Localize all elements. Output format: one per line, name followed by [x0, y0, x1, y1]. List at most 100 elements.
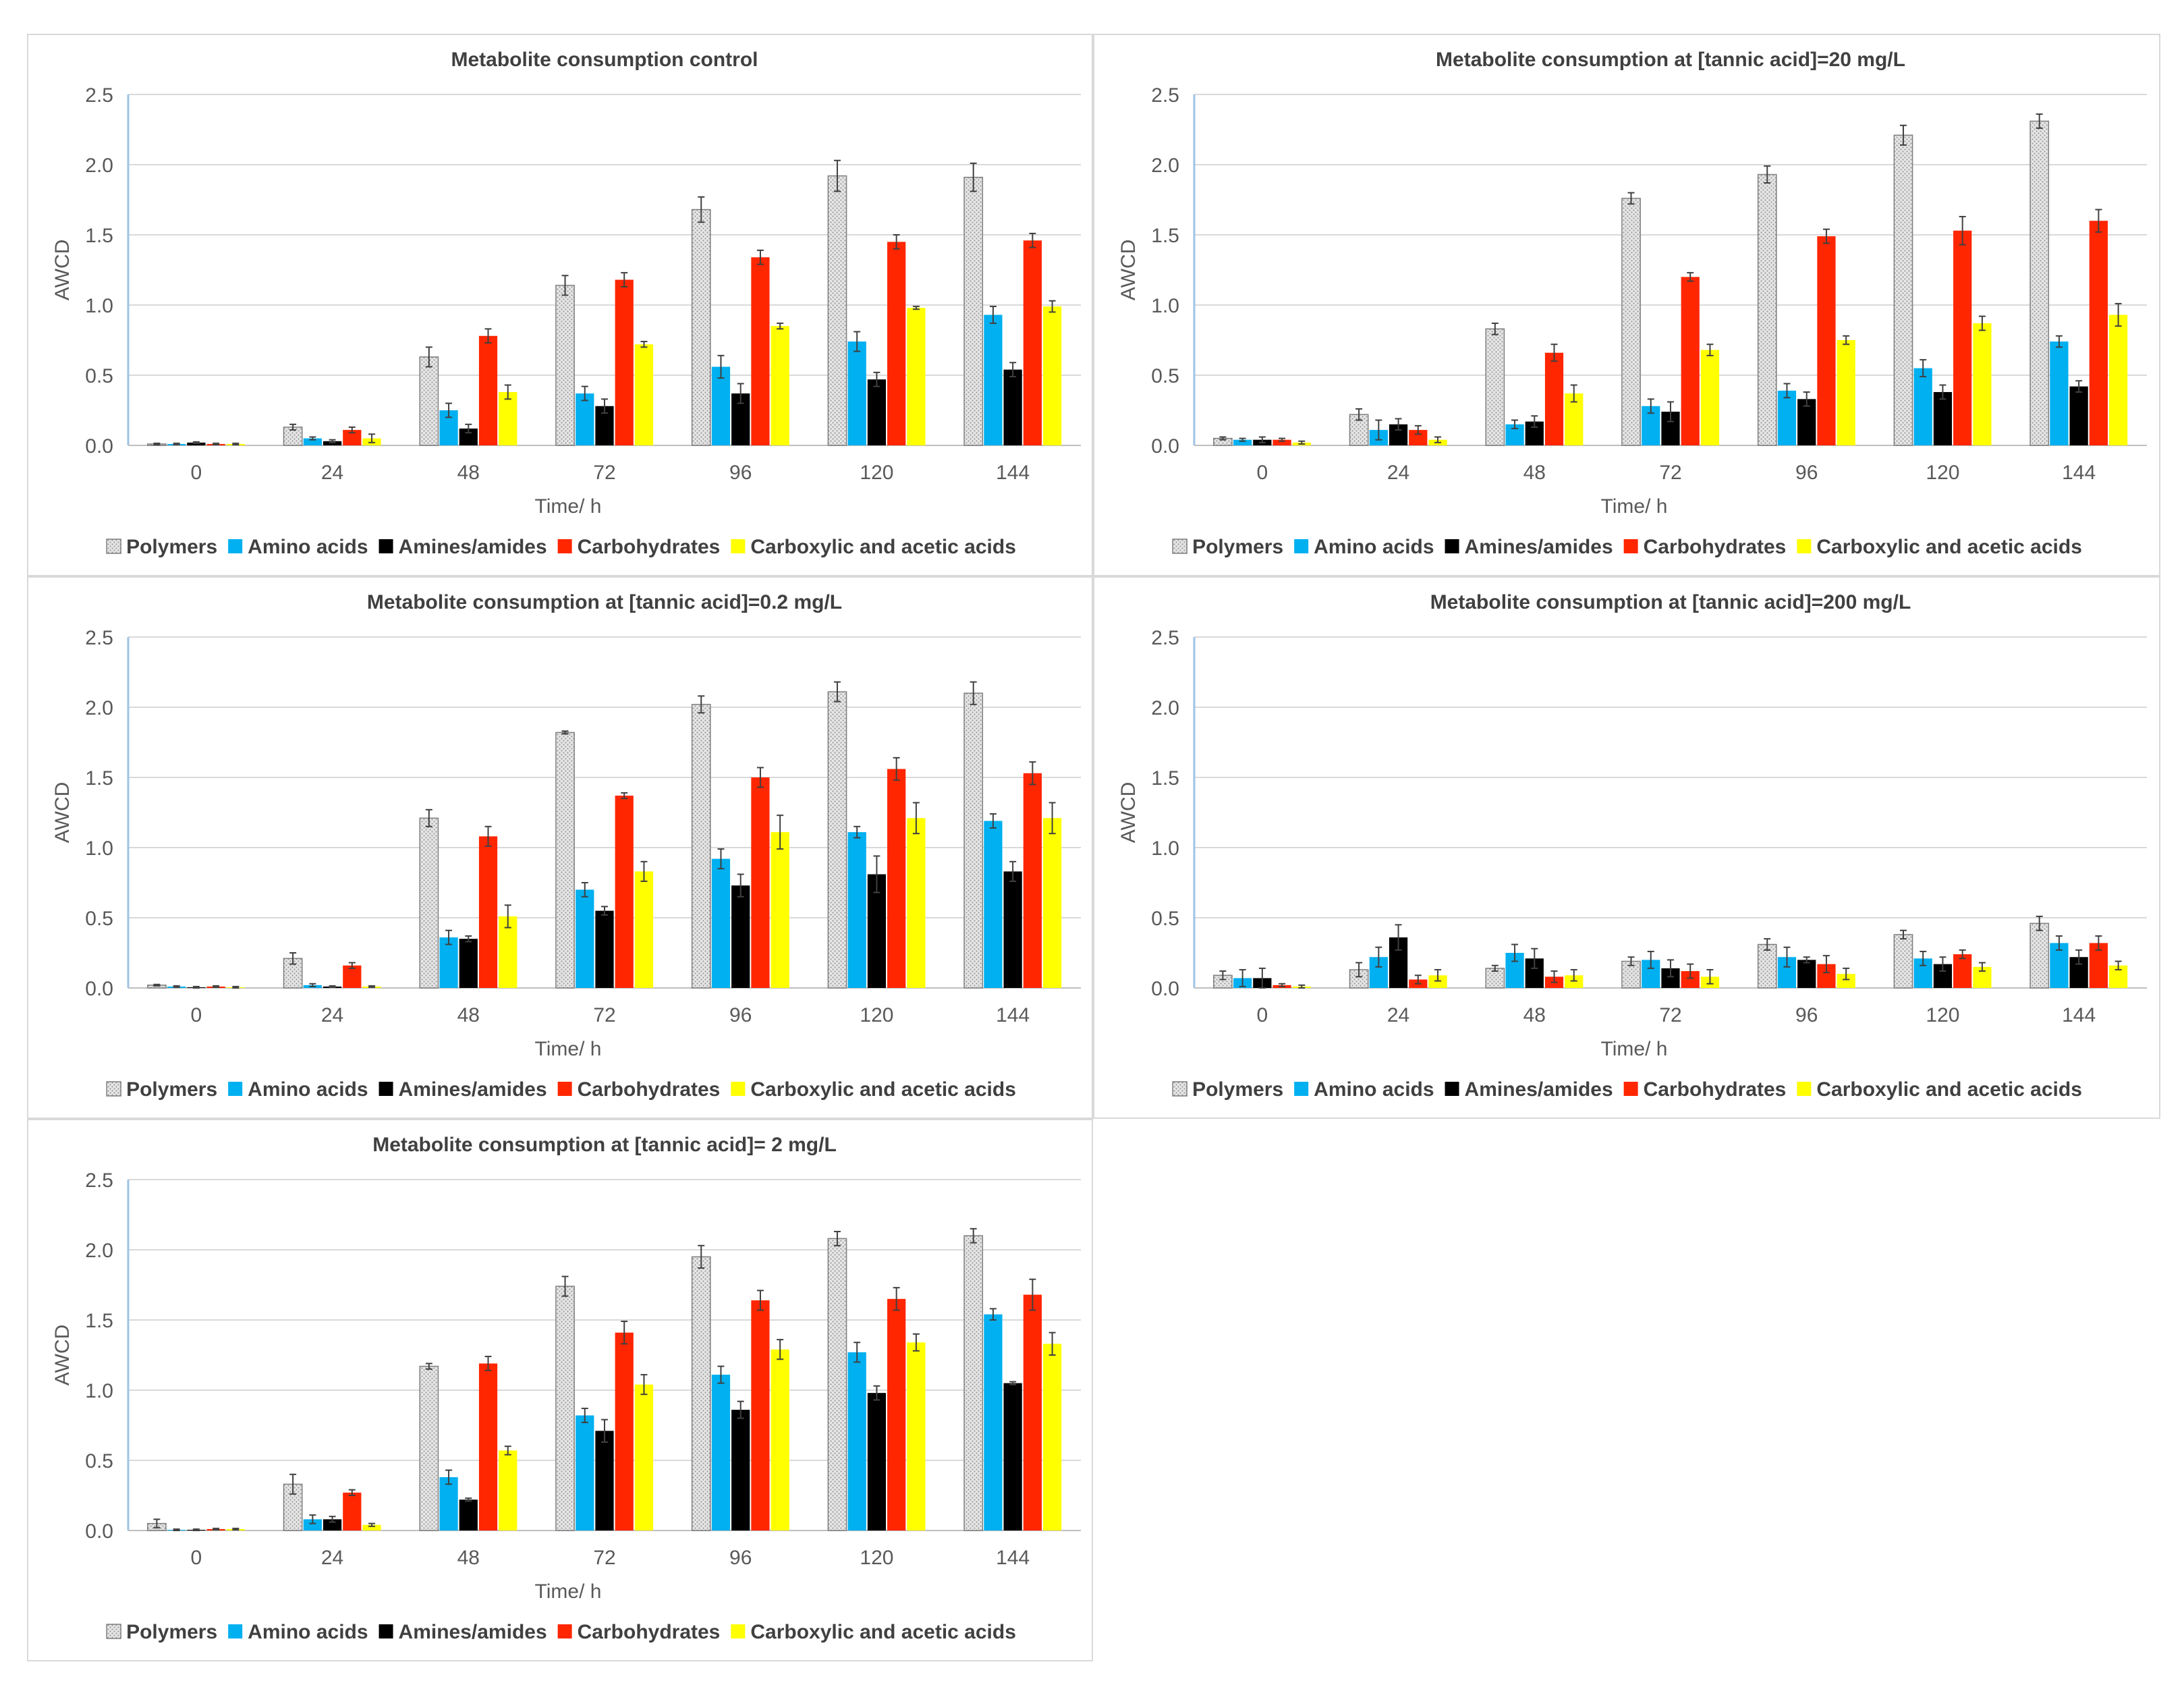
error-bar: [1239, 437, 1246, 442]
legend-label: Carbohydrates: [1644, 536, 1787, 558]
error-bar: [1048, 802, 1056, 835]
error-bar: [425, 808, 432, 827]
error-bar: [465, 1497, 472, 1502]
bar-carbohydrates-t24: [343, 965, 362, 988]
x-tick-label: 96: [1795, 1004, 1818, 1026]
error-bar: [1029, 761, 1036, 786]
x-tick-label: 96: [729, 1547, 752, 1569]
y-tick-label: 1.5: [1151, 225, 1179, 247]
bar-carboxylic-and-acetic-acids-t24: [362, 1524, 381, 1531]
bar-carbohydrates-t0: [1272, 439, 1291, 445]
bar-carbohydrates-t120: [887, 242, 906, 445]
legend-swatch-icon: [1797, 539, 1812, 553]
bar-amines-amides-t96: [1797, 960, 1816, 988]
y-tick-label: 2.5: [85, 1169, 113, 1192]
error-bar: [777, 815, 784, 850]
y-tick-label: 2.5: [1151, 627, 1179, 649]
x-tick-label: 120: [1926, 1004, 1959, 1026]
x-tick-label: 96: [1795, 462, 1818, 484]
error-bar: [153, 983, 161, 987]
error-bar: [2115, 960, 2122, 970]
error-bar: [1491, 964, 1499, 972]
error-bar: [465, 423, 472, 434]
legend-label: Amines/amides: [399, 1621, 547, 1643]
error-bar: [777, 323, 784, 330]
error-bar: [1920, 359, 1927, 378]
error-bar: [289, 952, 297, 965]
error-bar: [1647, 398, 1654, 414]
error-bar: [1550, 970, 1558, 983]
error-bar: [192, 441, 200, 444]
error-bar: [1414, 974, 1422, 985]
bar-carboxylic-and-acetic-acids-t72: [634, 871, 654, 988]
x-tick-label: 0: [1257, 462, 1268, 484]
y-tick-label: 0.5: [1151, 908, 1179, 930]
error-bar: [1706, 968, 1714, 985]
bar-amino-acids-t96: [1777, 390, 1797, 445]
y-tick-label: 0.0: [85, 978, 113, 1000]
bar-polymers-t96: [1757, 173, 1777, 446]
bar-carbohydrates-t24: [343, 430, 362, 445]
error-bar: [445, 1469, 453, 1485]
chart-title: Metabolite consumption at [tannic acid]=…: [1430, 591, 1911, 613]
y-tick-label: 0.5: [85, 1450, 113, 1472]
bar-carbohydrates-t48: [478, 1363, 498, 1531]
legend-swatch-icon: [731, 1624, 746, 1638]
bar-carboxylic-and-acetic-acids-t24: [1428, 975, 1447, 988]
error-bar: [833, 1230, 841, 1246]
bar-polymers-t120: [827, 1238, 847, 1531]
error-bar: [1627, 192, 1635, 205]
error-bar: [621, 272, 628, 287]
chart-title: Metabolite consumption at [tannic acid]=…: [1436, 49, 1905, 71]
error-bar: [698, 1244, 705, 1269]
x-tick-label: 24: [321, 462, 343, 484]
bar-carbohydrates-t48: [478, 335, 498, 445]
bar-carbohydrates-t72: [615, 796, 634, 988]
bar-amino-acids-t96: [711, 1375, 731, 1531]
bar-amino-acids-t24: [303, 438, 322, 445]
error-bar: [2055, 335, 2063, 348]
y-axis-label: AWCD: [51, 1325, 74, 1386]
y-tick-label: 2.5: [1151, 84, 1179, 107]
error-bar: [1009, 362, 1017, 378]
bar-carboxylic-and-acetic-acids-t72: [634, 1384, 654, 1531]
error-bar: [348, 426, 356, 434]
x-tick-label: 0: [191, 1547, 202, 1569]
legend-swatch-icon: [1623, 1082, 1638, 1096]
legend-swatch-icon: [379, 1082, 393, 1096]
error-bar: [1783, 946, 1791, 968]
bar-carbohydrates-t48: [478, 836, 498, 988]
bar-amines-amides-t144: [2069, 386, 2088, 445]
bar-amino-acids-t72: [576, 1415, 594, 1531]
bar-polymers-t48: [419, 817, 439, 989]
chart-title: Metabolite consumption at [tannic acid]=…: [372, 1134, 837, 1156]
legend-label: Polymers: [1192, 536, 1283, 558]
bar-carbohydrates-t96: [751, 777, 770, 988]
error-bar: [289, 423, 297, 431]
error-bar: [1395, 924, 1402, 951]
bar-carboxylic-and-acetic-acids-t144: [1042, 306, 1062, 445]
legend-label: Carboxylic and acetic acids: [750, 1621, 1016, 1643]
error-bar: [1048, 300, 1056, 313]
error-bar: [484, 825, 492, 847]
legend-swatch-icon: [1294, 539, 1309, 553]
bar-carbohydrates-t96: [751, 1300, 770, 1531]
error-bar: [1029, 1278, 1036, 1311]
error-bar: [1822, 228, 1830, 244]
bar-polymers-t72: [555, 1286, 575, 1531]
error-bar: [1434, 968, 1442, 982]
bar-polymers-t120: [827, 175, 847, 446]
bar-polymers-t72: [1621, 198, 1641, 446]
error-bar: [1375, 419, 1382, 441]
error-bar: [192, 1528, 200, 1531]
legend-swatch-icon: [228, 539, 243, 553]
y-tick-label: 2.0: [85, 697, 113, 719]
error-bar: [484, 328, 492, 344]
error-bar: [2055, 935, 2063, 951]
x-tick-label: 144: [996, 1547, 1030, 1569]
x-tick-label: 0: [191, 462, 202, 484]
error-bar: [2115, 302, 2122, 327]
chart-title: Metabolite consumption at [tannic acid]=…: [367, 591, 842, 613]
error-bar: [368, 1522, 376, 1527]
error-bar: [970, 681, 977, 705]
